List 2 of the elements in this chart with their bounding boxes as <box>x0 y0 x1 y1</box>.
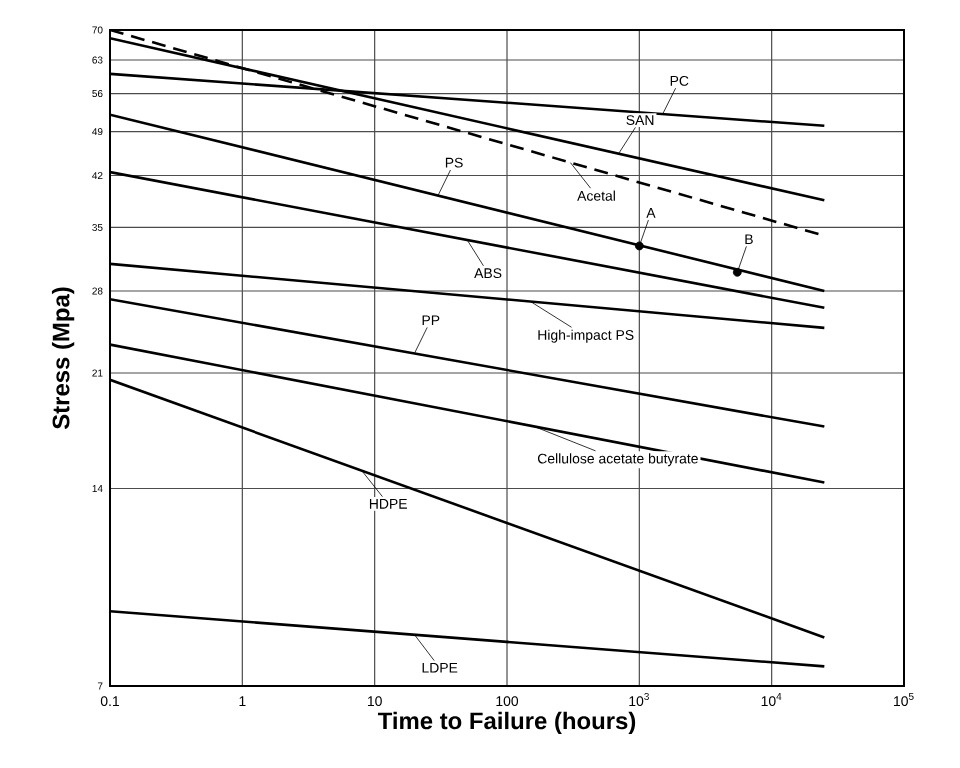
x-axis-title: Time to Failure (hours) <box>377 711 636 735</box>
y-axis-title: Stress (Mpa) <box>51 287 75 430</box>
